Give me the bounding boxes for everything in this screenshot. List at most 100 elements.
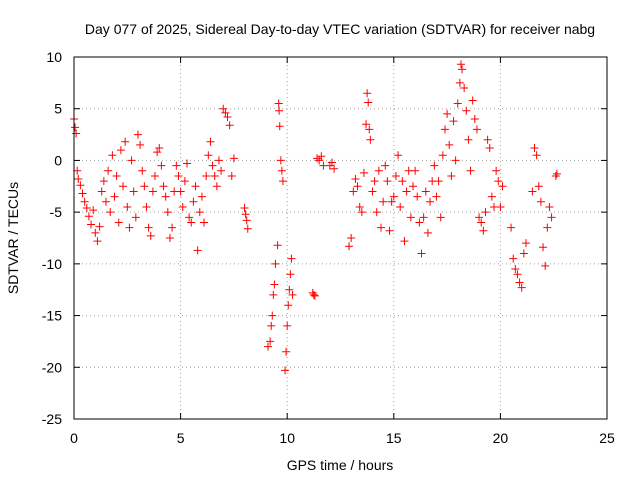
data-point: [219, 104, 228, 113]
data-point: [210, 171, 219, 180]
data-point: [159, 182, 168, 191]
data-point: [270, 280, 279, 289]
data-point: [148, 187, 157, 196]
data-point: [456, 60, 465, 69]
data-point: [494, 177, 503, 186]
data-point: [287, 254, 296, 263]
data-point: [187, 218, 196, 227]
data-point: [487, 192, 496, 201]
data-point: [472, 125, 481, 134]
data-point: [402, 187, 411, 196]
data-point: [146, 231, 155, 240]
data-point: [419, 213, 428, 222]
data-point: [483, 135, 492, 144]
data-point: [161, 192, 170, 201]
data-point: [106, 208, 115, 217]
data-point: [398, 177, 407, 186]
data-point: [545, 202, 554, 211]
data-point: [131, 213, 140, 222]
data-point: [379, 197, 388, 206]
data-point: [153, 148, 162, 157]
data-point: [462, 106, 471, 115]
data-point: [440, 125, 449, 134]
data-point: [197, 192, 206, 201]
data-point: [507, 223, 516, 232]
data-point: [178, 202, 187, 211]
data-point: [368, 187, 377, 196]
data-point: [278, 177, 287, 186]
data-point: [539, 243, 548, 252]
data-point: [511, 265, 520, 274]
data-point: [110, 192, 119, 201]
data-point: [281, 366, 290, 375]
data-point: [191, 182, 200, 191]
data-point: [417, 249, 426, 258]
data-point: [411, 166, 420, 175]
data-point: [268, 311, 277, 320]
data-point: [310, 291, 319, 300]
data-point: [466, 166, 475, 175]
data-point: [172, 161, 181, 170]
data-point: [91, 228, 100, 237]
y-tick-label: 0: [54, 152, 62, 168]
data-point: [391, 171, 400, 180]
x-tick-label: 20: [493, 430, 509, 446]
data-point: [349, 187, 358, 196]
data-point: [385, 226, 394, 235]
data-points: [70, 60, 561, 375]
data-point: [200, 218, 209, 227]
data-point: [492, 166, 501, 175]
data-point: [470, 115, 479, 124]
x-tick-label: 0: [70, 430, 78, 446]
data-point: [127, 156, 136, 165]
data-point: [114, 218, 123, 227]
data-point: [383, 177, 392, 186]
data-point: [394, 151, 403, 160]
data-point: [430, 161, 439, 170]
data-point: [355, 202, 364, 211]
data-point: [517, 283, 526, 292]
data-point: [273, 241, 282, 250]
data-point: [221, 108, 230, 117]
data-point: [285, 285, 294, 294]
data-point: [374, 166, 383, 175]
data-point: [227, 171, 236, 180]
data-point: [532, 151, 541, 160]
data-point: [372, 208, 381, 217]
data-point: [72, 129, 81, 138]
data-point: [521, 239, 530, 248]
data-point: [415, 218, 424, 227]
data-point: [225, 121, 234, 130]
data-point: [74, 175, 83, 184]
data-point: [138, 166, 147, 175]
data-point: [353, 182, 362, 191]
data-point: [174, 171, 183, 180]
data-point: [366, 135, 375, 144]
data-point: [464, 135, 473, 144]
data-point: [345, 242, 354, 251]
data-point: [155, 144, 164, 153]
data-point: [214, 156, 223, 165]
data-point: [423, 228, 432, 237]
data-point: [438, 151, 447, 160]
data-point: [189, 197, 198, 206]
data-point: [73, 166, 82, 175]
y-tick-labels: 10 5 0 -5 -10 -15 -20 -25: [42, 49, 62, 427]
data-point: [447, 171, 456, 180]
data-point: [277, 166, 286, 175]
data-point: [408, 182, 417, 191]
data-point: [93, 237, 102, 246]
data-point: [534, 182, 543, 191]
data-point: [95, 222, 104, 231]
data-point: [313, 154, 322, 163]
y-tick-label: -5: [50, 204, 63, 220]
data-point: [217, 166, 226, 175]
data-point: [142, 202, 151, 211]
data-point: [101, 197, 110, 206]
data-point: [485, 144, 494, 153]
data-point: [286, 270, 295, 279]
x-tick-label: 5: [177, 430, 185, 446]
data-point: [528, 187, 537, 196]
data-point: [204, 151, 213, 160]
data-point: [498, 182, 507, 191]
